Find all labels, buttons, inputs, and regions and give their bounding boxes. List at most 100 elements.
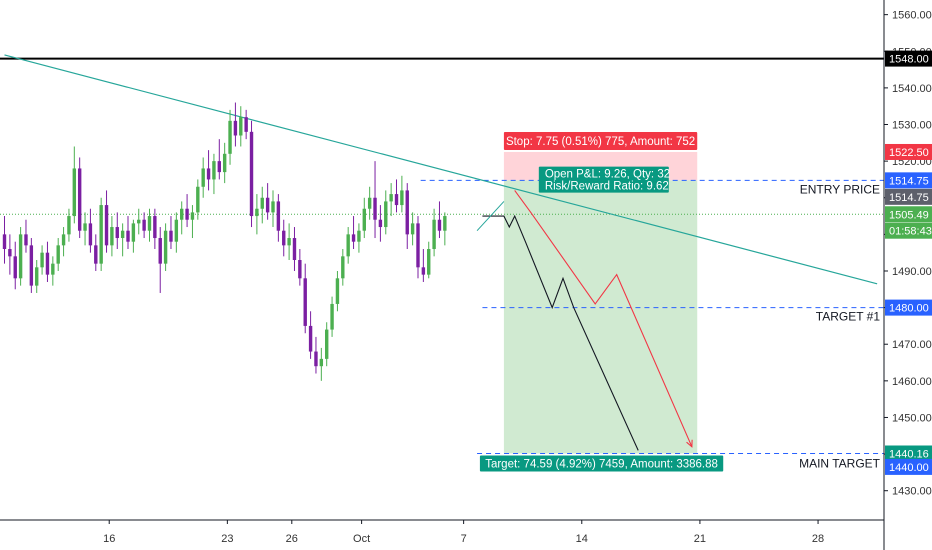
candle-body	[394, 194, 399, 206]
candle-body	[222, 153, 227, 173]
candle-body	[67, 216, 71, 235]
candle	[416, 216, 420, 279]
candle	[410, 212, 415, 246]
candle	[260, 186, 264, 224]
candle	[427, 241, 431, 279]
candle-body	[2, 234, 7, 250]
candle-body	[115, 227, 119, 239]
candle-body	[190, 212, 195, 220]
candle-body	[137, 219, 141, 224]
candle-body	[410, 223, 415, 235]
candle	[110, 216, 114, 257]
candle-body	[13, 256, 17, 279]
small-trend-arrow	[476, 201, 505, 232]
candle-body	[437, 219, 442, 231]
x-tick-label: 26	[286, 533, 298, 545]
y-tick-label: 1540.00	[892, 83, 932, 95]
candle-body	[201, 168, 205, 187]
candle	[244, 109, 248, 140]
candle-body	[147, 216, 152, 231]
candle	[72, 146, 77, 224]
candle-body	[72, 168, 77, 217]
price-tag-main-target-b	[885, 458, 932, 475]
open-pnl-label: Open P&L: 9.26, Qty: 32	[545, 169, 670, 181]
candle-body	[271, 201, 275, 213]
candle	[255, 194, 259, 235]
candle	[346, 227, 350, 264]
candle	[325, 322, 329, 367]
candle	[282, 219, 286, 257]
candle	[308, 311, 313, 359]
candle	[190, 205, 195, 239]
candle	[437, 201, 442, 239]
price-tag-entry-top	[885, 172, 932, 189]
price-tag-label-target-1: 1480.00	[889, 303, 929, 315]
position-zones	[503, 151, 698, 454]
candle	[298, 249, 302, 286]
price-tag-label-main-target-b: 1440.00	[889, 462, 929, 474]
candle	[51, 256, 55, 286]
candle	[18, 227, 23, 286]
candle-body	[255, 208, 259, 217]
candle	[131, 219, 136, 253]
candle	[351, 216, 356, 250]
candle	[357, 223, 361, 253]
x-tick-label: 28	[812, 533, 824, 545]
candle-body	[303, 278, 307, 326]
candle	[233, 102, 238, 147]
candle	[56, 238, 60, 271]
target-label-box	[479, 455, 724, 472]
x-tick-label: 14	[576, 533, 588, 545]
level-label-entry: ENTRY PRICE	[800, 182, 880, 196]
candle-body	[126, 230, 130, 242]
candle-body	[276, 201, 281, 231]
candle	[99, 197, 103, 271]
candle	[67, 208, 71, 242]
candle-body	[99, 205, 103, 264]
candle-body	[29, 245, 34, 286]
candle-body	[180, 208, 184, 220]
candle-body	[212, 161, 216, 180]
candle	[126, 216, 130, 250]
price-tag-label-entry-gray: 1514.75	[889, 192, 929, 204]
candle	[443, 212, 447, 246]
projection-path-black	[482, 214, 639, 451]
candle-body	[77, 168, 82, 231]
candle-body	[24, 234, 28, 246]
candle-body	[249, 131, 254, 217]
candle-body	[131, 223, 136, 242]
candles	[2, 102, 447, 381]
candle-body	[61, 234, 66, 246]
candle	[228, 109, 232, 165]
x-tick-label: Oct	[353, 533, 370, 545]
candle	[362, 197, 366, 239]
candle	[88, 208, 93, 253]
target-zone	[503, 180, 698, 454]
projections	[476, 190, 693, 451]
candle-body	[120, 230, 125, 239]
candle	[2, 216, 7, 264]
candle-body	[18, 234, 23, 279]
candle-body	[104, 205, 109, 246]
candle	[335, 270, 340, 312]
candle-body	[40, 252, 44, 268]
candle-body	[443, 216, 447, 231]
candle	[137, 208, 141, 235]
candle	[147, 208, 152, 242]
candle	[217, 139, 221, 180]
candle	[77, 157, 82, 239]
price-tag-last-price	[885, 206, 932, 223]
candle-body	[51, 263, 55, 275]
candle	[61, 227, 66, 257]
candle-body	[153, 216, 157, 239]
projection-path-red	[514, 190, 693, 448]
candle-body	[427, 249, 431, 275]
candle-body	[282, 230, 286, 246]
candle	[432, 208, 436, 257]
trend-line	[4, 54, 878, 285]
candle	[394, 179, 399, 213]
candle	[201, 157, 205, 198]
